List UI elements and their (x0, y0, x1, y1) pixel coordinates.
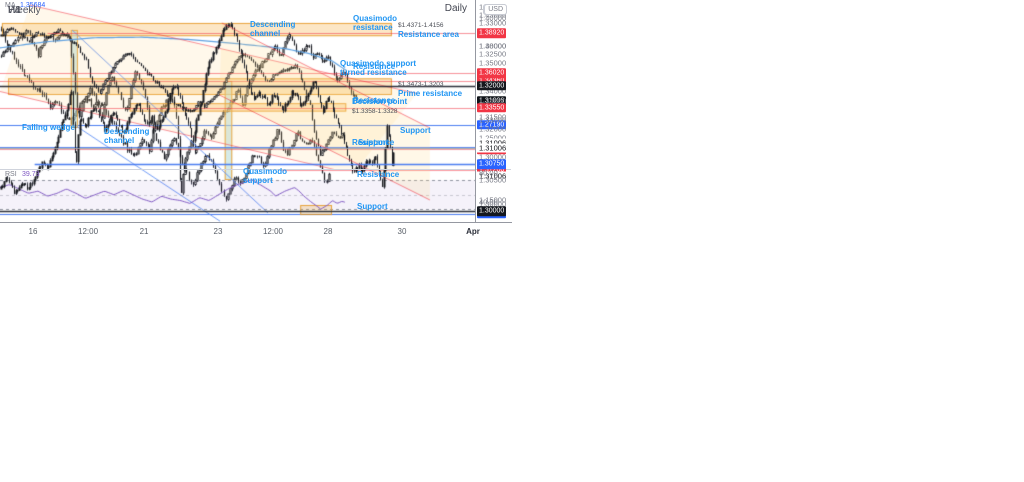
y-tick-label: 1.30000 (479, 199, 507, 209)
y-tick-label: 1.32000 (479, 124, 507, 134)
x-tick-label: Apr (466, 227, 480, 236)
time-axis[interactable]: 16 12:00 21 23 12:00 28 30 Apr (0, 222, 512, 241)
price-level-chip: 1.31200 (477, 165, 507, 175)
price-level-chip: 1.30750 (477, 159, 507, 169)
x-tick-label: 21 (139, 227, 149, 236)
y-tick-label: 1.15000 (479, 195, 507, 205)
price-level-chip: 1.32000 (477, 80, 507, 91)
y-tick-label: 1.34000 (479, 86, 507, 96)
rsi-tick-label: 80.00 (479, 168, 498, 178)
y-tick-label: 1.30500 (479, 175, 507, 185)
y-tick-label: 1.32500 (479, 49, 507, 59)
price-level-chip: 1.38920 (477, 28, 507, 38)
y-tick-label: 1.40000 (479, 41, 507, 51)
y-tick-label: 1.33000 (479, 18, 507, 28)
currency-badge: USD (484, 4, 507, 15)
y-tick-label: 1.38000 (479, 41, 507, 51)
x-tick-label: 16 (28, 227, 38, 236)
y-tick-label: 1.25000 (479, 134, 506, 143)
y-tick-label: 1.30000 (479, 152, 507, 162)
rsi-tick-label: 40.00 (479, 197, 498, 207)
y-tick-label: 1.33000 (479, 115, 507, 124)
price-axis[interactable]: 1.33000 1.32500 1.31500 1.30500 1.32000 1.307… (475, 0, 512, 241)
timeframe-label: Weekly (8, 5, 41, 16)
y-tick-label: 1.45000 (479, 10, 507, 20)
timeframe-label: H4 (8, 5, 21, 16)
y-tick-label: 1.31500 (479, 112, 507, 122)
y-tick-label: 1.35000 (479, 58, 507, 68)
candlestick-canvas[interactable] (0, 0, 475, 222)
current-price-chip: 1.31006 (477, 138, 509, 148)
x-tick-label: 12:00 (262, 227, 283, 236)
price-level-chip: 1.31006 (477, 96, 507, 107)
y-tick-label: 1.40000 (479, 13, 507, 23)
price-level-chip: 1.30000 (477, 206, 507, 216)
x-tick-label: 23 (213, 227, 223, 236)
current-price-chip: 1.31006 (477, 171, 509, 181)
chart-panel-h1[interactable]: H1 Descending channel Quasimodo support 1.3… (0, 0, 512, 241)
x-tick-label: 30 (397, 227, 407, 236)
price-level-chip: 1.27190 (477, 120, 507, 130)
timeframe-label: H1 (8, 5, 21, 16)
pane-separator[interactable] (0, 169, 511, 170)
x-tick-label: 12:00 (78, 227, 99, 236)
price-level-chip: 1.33550 (477, 102, 507, 113)
x-tick-label: 28 (323, 227, 333, 236)
current-price-chip: 1.31006 (477, 143, 509, 153)
timeframe-label: Daily (444, 3, 467, 14)
price-level-chip: 1.36020 (477, 68, 507, 79)
y-tick-label: 1.34000 (479, 96, 507, 106)
